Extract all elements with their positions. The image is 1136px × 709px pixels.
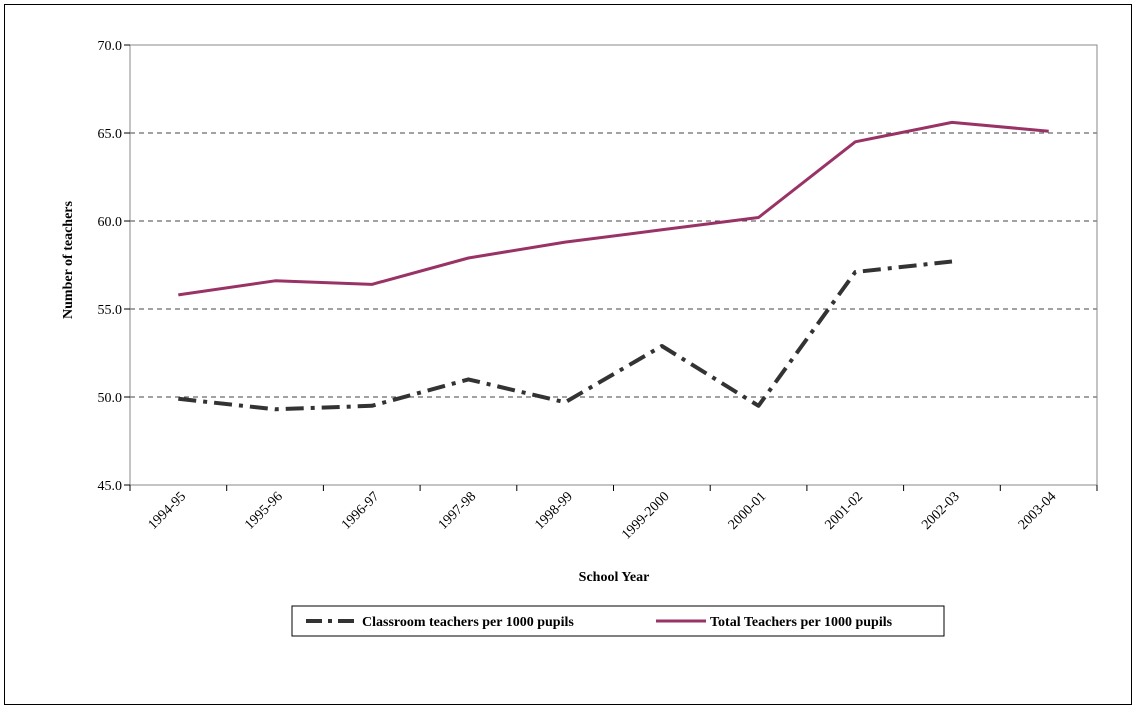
y-tick-label: 60.0 [98, 215, 123, 230]
y-tick-label: 55.0 [98, 303, 123, 318]
y-tick-label: 45.0 [98, 479, 123, 494]
x-tick-label: 1994-95 [146, 489, 190, 533]
y-tick-label: 50.0 [98, 391, 123, 406]
y-tick-label: 65.0 [98, 127, 123, 142]
x-tick-label: 1999-2000 [619, 489, 673, 543]
x-axis: 1994-95 1995-96 1996-97 1997-98 1998-99 1999-… [129, 485, 1098, 543]
x-tick-label: 1997-98 [436, 489, 480, 533]
y-axis-title: Number of teachers [61, 200, 76, 318]
grid-lines [130, 132, 1097, 398]
x-tick-label: 1996-97 [339, 489, 383, 533]
x-tick-label: 2002-03 [919, 489, 963, 533]
chart-frame [4, 4, 1132, 705]
legend-label-total: Total Teachers per 1000 pupils [710, 615, 893, 630]
series-line-classroom [178, 259, 953, 412]
x-tick-label: 2003-04 [1016, 489, 1060, 533]
legend-box [291, 605, 945, 637]
x-tick-label: 2001-02 [822, 489, 866, 533]
legend: Classroom teachers per 1000 pupils Total… [291, 605, 945, 637]
y-tick-label: 70.0 [98, 39, 123, 54]
x-tick-label: 1995-96 [242, 489, 286, 533]
plot-area [129, 44, 1098, 486]
series-line-total [178, 120, 1049, 297]
legend-label-classroom: Classroom teachers per 1000 pupils [362, 615, 574, 630]
x-axis-title: School Year [579, 570, 650, 585]
x-tick-label: 2000-01 [726, 489, 770, 533]
series-group [178, 120, 1049, 412]
y-axis: 45.0 50.0 55.0 60.0 65.0 70.0 [98, 39, 130, 494]
x-tick-label: 1998-99 [532, 489, 576, 533]
